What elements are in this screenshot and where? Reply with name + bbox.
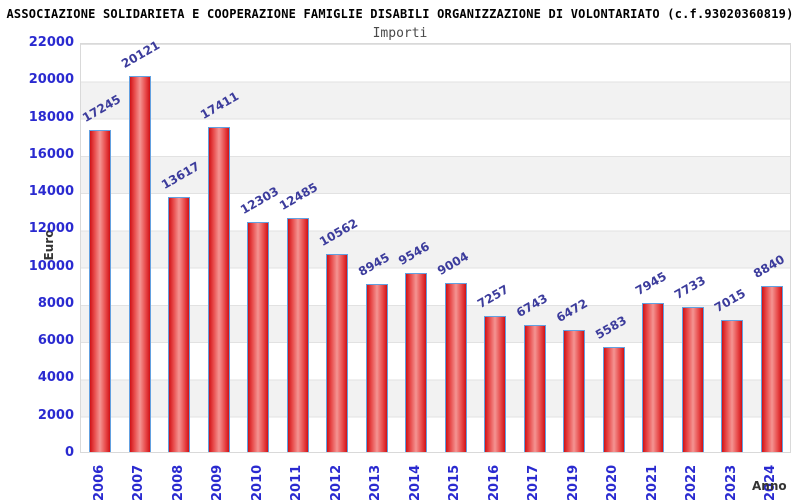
bar-value-label: 13617 (158, 159, 202, 193)
bar-value-label: 10562 (316, 216, 360, 250)
bar-2009 (207, 126, 230, 452)
bar-2020 (602, 346, 625, 452)
x-tick-label-2008: 2008 (170, 464, 186, 500)
bar-value-label: 8945 (356, 250, 393, 280)
bar-value-label: 7733 (672, 273, 709, 302)
bar-value-label: 7015 (711, 286, 748, 316)
y-tick-label: 16000 (28, 146, 74, 162)
x-tick-label-2006: 2006 (91, 464, 107, 500)
y-tick-label: 0 (64, 445, 74, 460)
bar-2017 (523, 325, 546, 452)
x-tick-label-2023: 2023 (723, 464, 739, 500)
x-tick-label-2022: 2022 (684, 464, 700, 500)
bar-2022 (681, 306, 704, 452)
chart-title: ASSOCIAZIONE SOLIDARIETA E COOPERAZIONE … (6, 7, 794, 21)
y-tick-label: 6000 (37, 333, 74, 349)
x-tick-label-2021: 2021 (644, 464, 660, 500)
x-tick-label-2020: 2020 (605, 464, 621, 500)
x-tick-label-2012: 2012 (328, 464, 344, 500)
bar-2021 (642, 302, 665, 452)
bar-value-label: 7257 (474, 281, 511, 311)
y-tick-label: 18000 (28, 109, 74, 125)
plot-area: 17245 20121 13617 17411 12303 12485 10562 8945 9… (79, 38, 791, 453)
x-tick-label-2009: 2009 (210, 464, 226, 500)
y-tick-label: 8000 (37, 295, 74, 311)
y-tick-label: 22000 (28, 35, 74, 50)
x-tick-label-2011: 2011 (289, 464, 305, 500)
y-tick-label: 20000 (28, 72, 74, 88)
x-tick-label-2016: 2016 (486, 464, 502, 500)
bar-2013 (365, 284, 388, 452)
bar-value-label: 12303 (237, 183, 281, 217)
x-axis-title: Anno (752, 479, 787, 493)
bar-value-label: 7945 (632, 269, 669, 298)
bar-2012 (326, 254, 349, 452)
bar-2024 (760, 286, 783, 452)
x-tick-label-2007: 2007 (131, 464, 147, 500)
bar-2019 (563, 330, 586, 452)
bar-value-label: 17245 (79, 91, 123, 125)
bar-value-label: 20121 (119, 38, 163, 72)
x-tick-label-2010: 2010 (249, 464, 265, 500)
bar-value-label: 9546 (395, 239, 432, 269)
bar-value-label: 12485 (277, 180, 321, 214)
bar-2010 (247, 221, 270, 452)
y-tick-label: 4000 (37, 370, 74, 386)
y-tick-label: 12000 (28, 221, 74, 237)
y-tick-label: 10000 (28, 258, 74, 274)
bar-2016 (484, 315, 507, 452)
x-tick-label-2019: 2019 (565, 464, 581, 500)
bar-2014 (405, 273, 428, 452)
y-tick-label: 14000 (28, 184, 74, 200)
bar-value-label: 17411 (198, 88, 242, 122)
y-tick-label: 2000 (37, 407, 74, 423)
x-tick-label-2013: 2013 (368, 464, 384, 500)
chart-subtitle: Importi (372, 26, 428, 41)
bar-2011 (286, 218, 309, 452)
bar-2006 (89, 129, 112, 452)
bar-value-label: 6743 (514, 291, 551, 321)
x-tick-label-2015: 2015 (447, 464, 463, 500)
bar-value-label: 9004 (435, 249, 472, 279)
bar-2023 (721, 320, 744, 452)
bar-value-label: 8840 (751, 252, 788, 282)
x-tick-label-2017: 2017 (526, 464, 542, 500)
x-tick-label-2014: 2014 (407, 464, 423, 500)
bar-value-label: 5583 (593, 313, 630, 342)
bar-2007 (128, 76, 151, 452)
bar-value-label: 6472 (553, 296, 590, 326)
bar-2015 (444, 283, 467, 452)
bar-2008 (168, 197, 191, 452)
